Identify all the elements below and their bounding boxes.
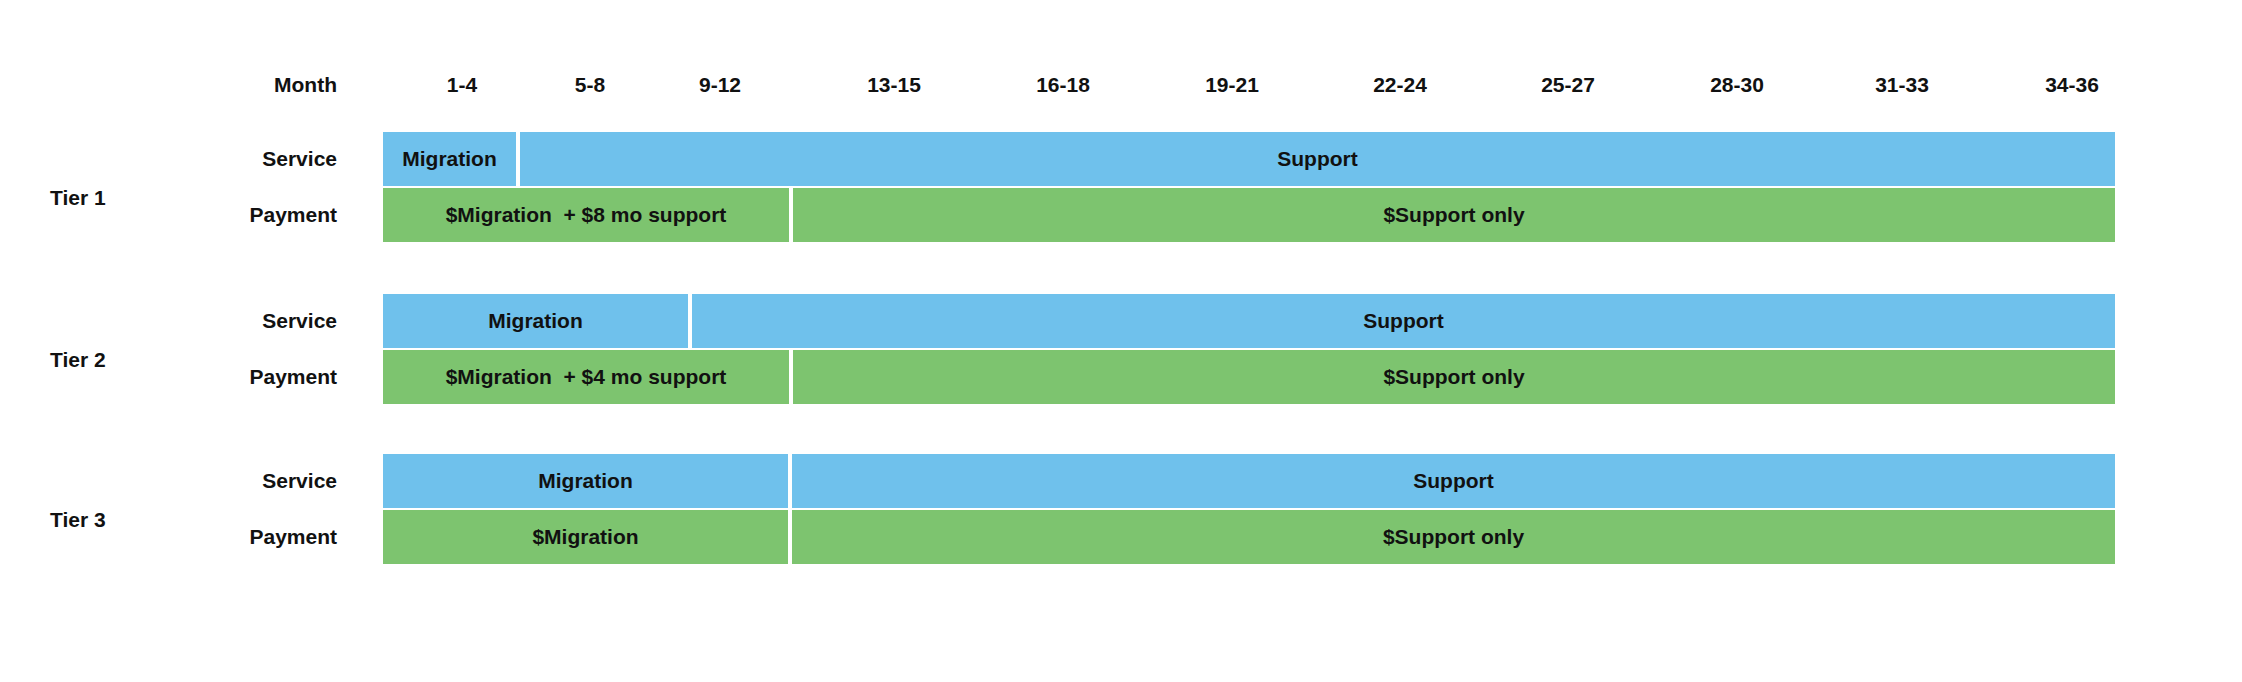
bar-segment-label: Migration	[402, 147, 497, 171]
service-bar-row: Migration Support	[383, 132, 2115, 186]
month-column-label: 5-8	[575, 72, 605, 98]
month-column-label: 16-18	[1036, 72, 1090, 98]
payment-bar-segment: $Support only	[792, 510, 2115, 564]
row-label-service: Service	[0, 132, 337, 186]
tier-group: Tier 1ServiceMigrationSupportPayment$Mig…	[0, 132, 2242, 242]
payment-bar-segment: $Migration	[383, 510, 788, 564]
row-label-payment: Payment	[0, 510, 337, 564]
service-bar-segment: Migration	[383, 454, 788, 508]
bar-segment-label: Migration	[538, 469, 633, 493]
month-column-label: 28-30	[1710, 72, 1764, 98]
month-header-label: Month	[0, 72, 337, 98]
bar-segment-label: $Support only	[1383, 525, 1524, 549]
service-bar-segment: Migration	[383, 132, 516, 186]
service-bar-segment: Support	[692, 294, 2115, 348]
payment-bar-segment: $Support only	[793, 188, 2115, 242]
row-label-service: Service	[0, 294, 337, 348]
service-bar-row: Migration Support	[383, 294, 2115, 348]
bar-segment-label: Support	[1413, 469, 1493, 493]
month-column-label: 25-27	[1541, 72, 1595, 98]
row-label-payment: Payment	[0, 188, 337, 242]
service-bar-segment: Migration	[383, 294, 688, 348]
payment-bar-segment: $Migration + $4 mo support	[383, 350, 789, 404]
month-column-label: 9-12	[699, 72, 741, 98]
tier-group: Tier 2ServiceMigrationSupportPayment$Mig…	[0, 294, 2242, 404]
payment-bar-segment: $Support only	[793, 350, 2115, 404]
payment-bar-row: $Migration + $4 mo support $Support only	[383, 350, 2115, 404]
bar-segment-label: $Migration	[532, 525, 638, 549]
service-bar-row: Migration Support	[383, 454, 2115, 508]
month-column-label: 34-36	[2045, 72, 2099, 98]
bar-segment-label: $Migration + $8 mo support	[446, 203, 727, 227]
bar-segment-label: Support	[1277, 147, 1357, 171]
row-label-service: Service	[0, 454, 337, 508]
tier-group: Tier 3ServiceMigrationSupportPayment$Mig…	[0, 454, 2242, 564]
payment-bar-segment: $Migration + $8 mo support	[383, 188, 789, 242]
payment-bar-row: $Migration $Support only	[383, 510, 2115, 564]
payment-bar-row: $Migration + $8 mo support $Support only	[383, 188, 2115, 242]
tier-pricing-gantt-diagram: Month 1-4 5-8 9-12 13-15 16-18 19-21 22-24 25-2…	[0, 0, 2242, 682]
row-label-payment: Payment	[0, 350, 337, 404]
service-bar-segment: Support	[520, 132, 2115, 186]
bar-segment-label: $Migration + $4 mo support	[446, 365, 727, 389]
month-column-labels: 1-4 5-8 9-12 13-15 16-18 19-21 22-24 25-27 28-30…	[383, 72, 2115, 98]
month-column-label: 31-33	[1875, 72, 1929, 98]
bar-segment-label: $Support only	[1383, 365, 1524, 389]
month-column-label: 19-21	[1205, 72, 1259, 98]
bar-segment-label: $Support only	[1383, 203, 1524, 227]
bar-segment-label: Support	[1363, 309, 1443, 333]
month-column-label: 13-15	[867, 72, 921, 98]
service-bar-segment: Support	[792, 454, 2115, 508]
month-column-label: 1-4	[447, 72, 477, 98]
month-column-label: 22-24	[1373, 72, 1427, 98]
bar-segment-label: Migration	[488, 309, 583, 333]
